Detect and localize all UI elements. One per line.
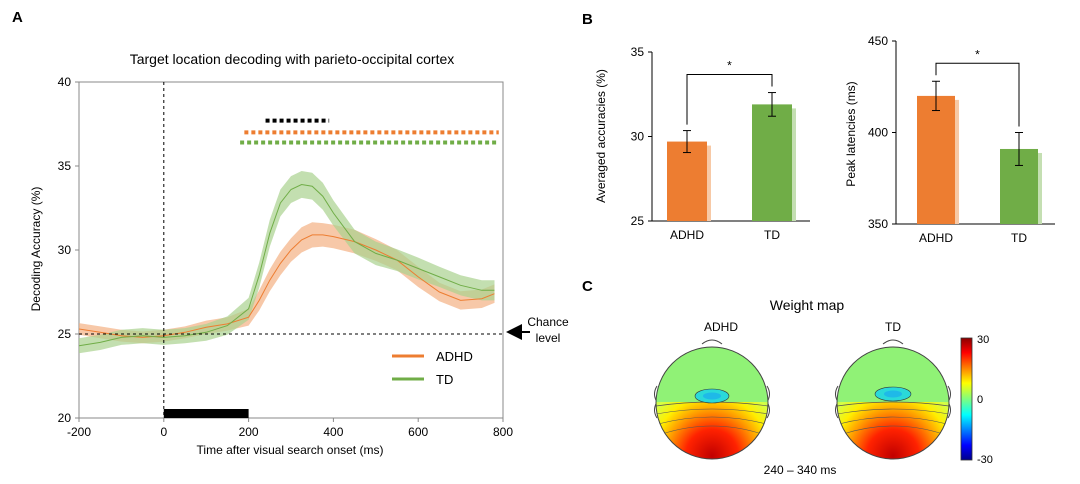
time-window-label: 240 – 340 ms <box>764 463 837 477</box>
chance-level-annotation: Chance level <box>506 315 569 345</box>
chance-label-line2: level <box>536 331 561 345</box>
bar-adhd <box>667 141 707 221</box>
accuracy-ylabel: Averaged accuracies (%) <box>594 69 608 203</box>
significance-star: * <box>727 59 732 73</box>
legend-adhd-label: ADHD <box>436 349 473 364</box>
x-tick-label: -200 <box>67 425 91 439</box>
x-tick-label: 400 <box>323 425 343 439</box>
weight-map-adhd-label: ADHD <box>704 320 738 334</box>
category-label: ADHD <box>919 231 953 245</box>
panel-a-xlabel: Time after visual search onset (ms) <box>197 443 384 457</box>
weight-map-title: Weight map <box>770 297 845 313</box>
weight-map-td <box>835 339 951 460</box>
panel-a-plot: -200 0 200 400 600 800 20 25 30 35 40 <box>58 75 514 439</box>
colorbar: 30 0 -30 <box>960 334 993 466</box>
x-tick-label: 200 <box>239 425 259 439</box>
category-label: TD <box>1011 231 1027 245</box>
stimulus-bar <box>163 409 249 418</box>
topomap-blue-core <box>884 390 902 398</box>
panel-a-title: Target location decoding with parieto-oc… <box>130 51 455 67</box>
y-tick-label: 450 <box>868 34 888 48</box>
chance-label-line1: Chance <box>527 315 569 329</box>
y-tick-label: 35 <box>58 159 72 173</box>
x-tick-label: 600 <box>408 425 428 439</box>
y-tick-label: 400 <box>868 126 888 140</box>
category-label: ADHD <box>670 228 704 242</box>
head-outline <box>836 346 950 460</box>
colorbar-tick-min: -30 <box>977 454 993 466</box>
colorbar-tick-max: 30 <box>977 334 989 346</box>
x-tick-label: 0 <box>160 425 167 439</box>
panel-a-legend: ADHD TD <box>392 349 473 387</box>
significance-star: * <box>975 47 980 61</box>
topomap-blue-core <box>703 392 721 400</box>
bar-td <box>752 104 792 221</box>
topomap-contour <box>842 425 944 435</box>
bar-adhd <box>917 95 955 225</box>
y-tick-label: 25 <box>58 327 72 341</box>
topomap-contour <box>837 408 949 415</box>
panel-b-label: B <box>582 11 593 28</box>
head-nose <box>701 339 723 345</box>
significance-bracket <box>686 74 773 125</box>
y-tick-label: 20 <box>58 411 72 425</box>
panel-a-ylabel: Decoding Accuracy (%) <box>29 187 43 312</box>
head-outline <box>655 346 769 460</box>
category-label: TD <box>764 228 780 242</box>
x-tick-label: 800 <box>493 425 513 439</box>
topomap-contour <box>838 416 948 425</box>
y-tick-label: 40 <box>58 75 72 89</box>
weight-map-adhd <box>654 339 770 460</box>
panel-c-label: C <box>582 278 593 295</box>
accuracy-bar-chart: 25 30 35 ADHD TD * <box>631 45 810 242</box>
legend-td-label: TD <box>436 372 453 387</box>
colorbar-tick-zero: 0 <box>977 394 983 406</box>
weight-map-td-label: TD <box>885 320 901 334</box>
significance-bracket <box>935 62 1020 127</box>
y-tick-label: 25 <box>631 214 645 228</box>
topomap-contour <box>657 416 767 425</box>
y-tick-label: 30 <box>58 243 72 257</box>
colorbar-gradient <box>960 337 973 461</box>
panel-a-label: A <box>12 9 23 26</box>
series-line-td <box>78 183 495 347</box>
y-tick-label: 30 <box>631 130 645 144</box>
latency-ylabel: Peak latencies (ms) <box>844 81 858 186</box>
topomap-contour <box>656 408 768 415</box>
y-tick-label: 35 <box>631 45 645 59</box>
latency-bar-chart: 350 400 450 ADHD TD * <box>868 34 1055 245</box>
topomap-contour <box>837 401 949 407</box>
topomap-contour <box>661 425 763 435</box>
head-nose <box>882 339 904 345</box>
y-tick-label: 350 <box>868 217 888 231</box>
